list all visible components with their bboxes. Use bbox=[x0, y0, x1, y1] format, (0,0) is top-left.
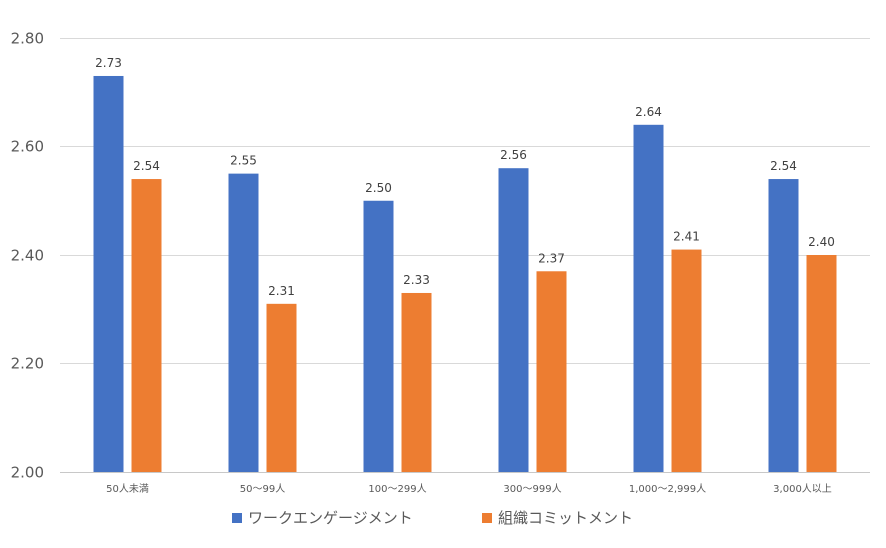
data-label: 2.50 bbox=[365, 181, 392, 195]
bar-work-engagement-0 bbox=[93, 75, 124, 472]
bar-work-engagement-1 bbox=[228, 173, 259, 472]
data-label: 2.73 bbox=[95, 56, 122, 70]
data-label: 2.41 bbox=[673, 230, 700, 244]
x-tick-label: 3,000人以上 bbox=[773, 483, 832, 495]
data-label: 2.64 bbox=[635, 105, 662, 119]
x-tick-label: 50〜99人 bbox=[240, 483, 285, 495]
data-label: 2.54 bbox=[770, 159, 797, 173]
x-tick-label: 100〜299人 bbox=[368, 483, 426, 495]
data-label: 2.33 bbox=[403, 273, 430, 287]
data-label: 2.56 bbox=[500, 148, 527, 162]
y-tick-label: 2.80 bbox=[11, 30, 44, 48]
legend-label-organizational-commitment: 組織コミットメント bbox=[498, 509, 633, 527]
x-tick-label: 300〜999人 bbox=[503, 483, 561, 495]
bar-work-engagement-5 bbox=[768, 179, 799, 473]
y-axis-tick-labels: 2.00 2.20 2.40 2.60 2.80 bbox=[11, 30, 44, 482]
y-tick-label: 2.20 bbox=[11, 355, 44, 373]
legend-swatch-work-engagement bbox=[232, 513, 242, 523]
y-tick-label: 2.00 bbox=[11, 464, 44, 482]
y-tick-label: 2.60 bbox=[11, 138, 44, 156]
data-label: 2.54 bbox=[133, 159, 160, 173]
bar-organizational-commitment-1 bbox=[266, 303, 297, 472]
legend-swatch-organizational-commitment bbox=[482, 513, 492, 523]
bar-work-engagement-2 bbox=[363, 200, 394, 472]
data-label: 2.40 bbox=[808, 235, 835, 249]
bar-organizational-commitment-5 bbox=[806, 255, 837, 472]
data-label: 2.55 bbox=[230, 154, 257, 168]
x-axis-tick-labels: 50人未満 50〜99人 100〜299人 300〜999人 1,000〜2,999人 3… bbox=[106, 483, 832, 495]
bar-work-engagement-4 bbox=[633, 124, 664, 473]
y-tick-label: 2.40 bbox=[11, 247, 44, 265]
data-label: 2.31 bbox=[268, 284, 295, 298]
data-label: 2.37 bbox=[538, 251, 565, 265]
legend-label-work-engagement: ワークエンゲージメント bbox=[248, 509, 413, 527]
x-tick-label: 50人未満 bbox=[106, 483, 149, 495]
bar-organizational-commitment-4 bbox=[671, 249, 702, 472]
x-tick-label: 1,000〜2,999人 bbox=[629, 483, 706, 495]
bar-organizational-commitment-2 bbox=[401, 292, 432, 472]
bar-organizational-commitment-0 bbox=[131, 179, 162, 473]
gridlines bbox=[60, 38, 870, 473]
legend: ワークエンゲージメント 組織コミットメント bbox=[232, 509, 633, 527]
bar-work-engagement-3 bbox=[498, 168, 529, 472]
data-labels: 2.73 2.54 2.55 2.31 2.50 2.33 2.56 2.37 2.64 2.41… bbox=[95, 56, 835, 298]
bars bbox=[93, 75, 837, 473]
bar-organizational-commitment-3 bbox=[536, 271, 567, 472]
